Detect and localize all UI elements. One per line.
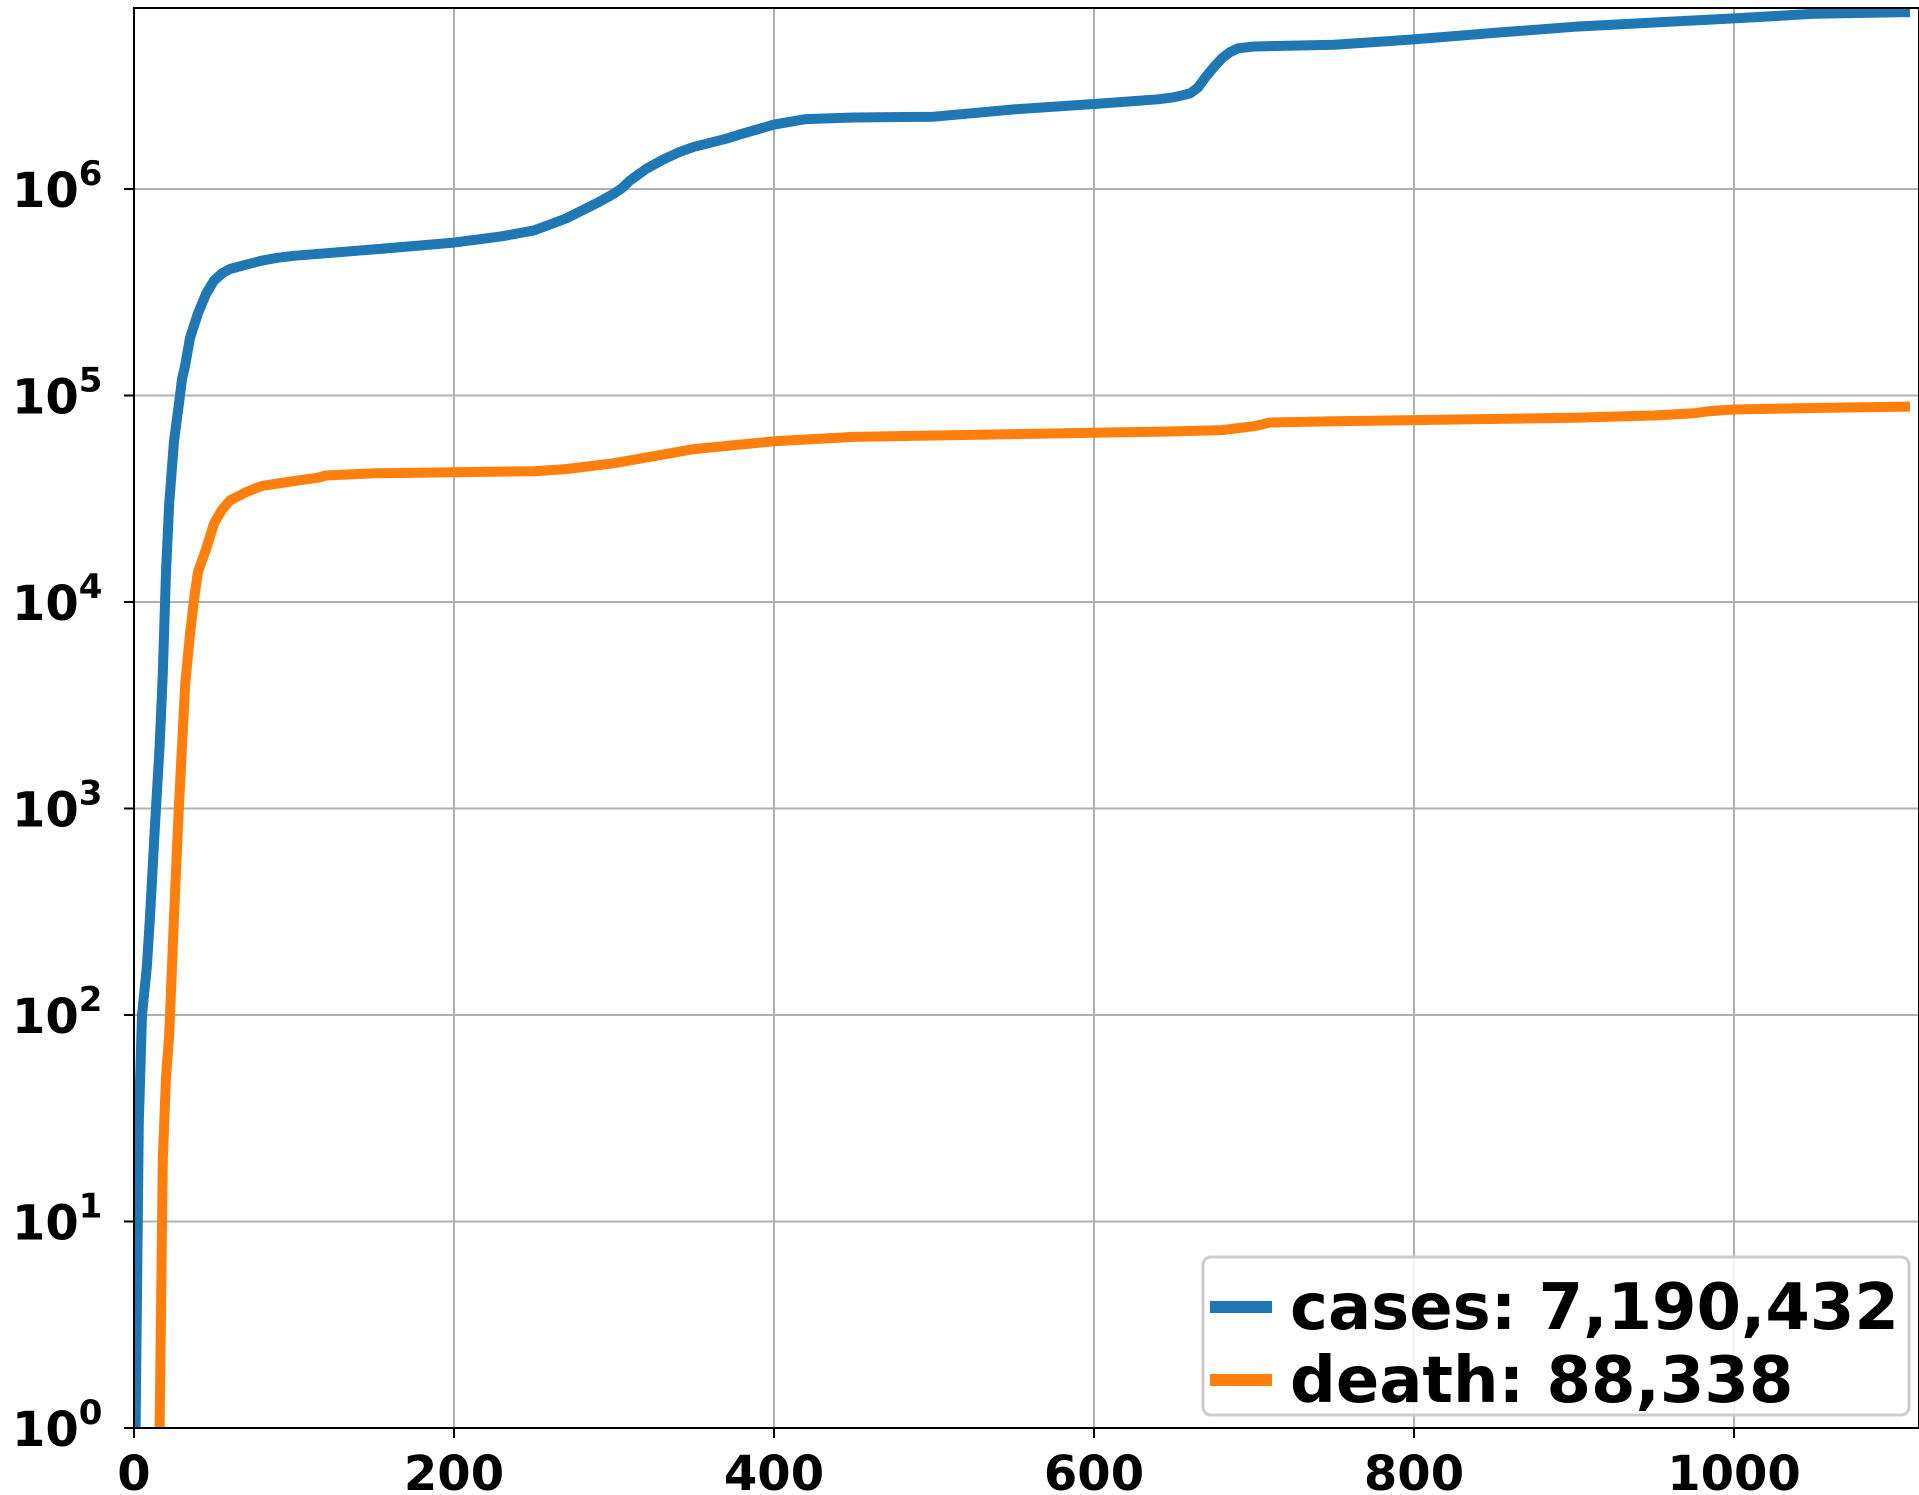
y-tick-label: 105 xyxy=(12,361,102,426)
x-tick-label: 0 xyxy=(117,1446,150,1495)
y-tick-label: 102 xyxy=(12,980,102,1045)
gridlines xyxy=(133,8,1919,1429)
x-tick-label: 600 xyxy=(1044,1446,1144,1495)
series-line-death xyxy=(154,401,1911,1428)
y-tick-label: 100 xyxy=(12,1393,102,1458)
x-tick-label: 200 xyxy=(404,1446,504,1495)
x-tick-label: 1000 xyxy=(1667,1446,1801,1495)
axes-frame xyxy=(133,7,1919,1429)
x-tick-label: 400 xyxy=(724,1446,824,1495)
y-tick-label: 103 xyxy=(12,774,102,839)
y-tick-label: 106 xyxy=(12,154,102,219)
y-tick-label: 104 xyxy=(12,567,102,632)
legend-entry-cases: cases: 7,190,432 xyxy=(1290,1271,1899,1345)
series-layer xyxy=(134,8,1911,1428)
series-line-cases xyxy=(134,8,1911,1428)
y-axis-ticks: 100 101 102 103 104 105 106 xyxy=(12,154,134,1458)
x-tick-label: 800 xyxy=(1364,1446,1464,1495)
legend-entry-death: death: 88,338 xyxy=(1290,1344,1793,1418)
legend-box xyxy=(1201,1255,1911,1417)
x-axis-ticks: 0 200 400 600 800 1000 xyxy=(117,1428,1801,1495)
y-tick-label: 101 xyxy=(12,1187,102,1252)
